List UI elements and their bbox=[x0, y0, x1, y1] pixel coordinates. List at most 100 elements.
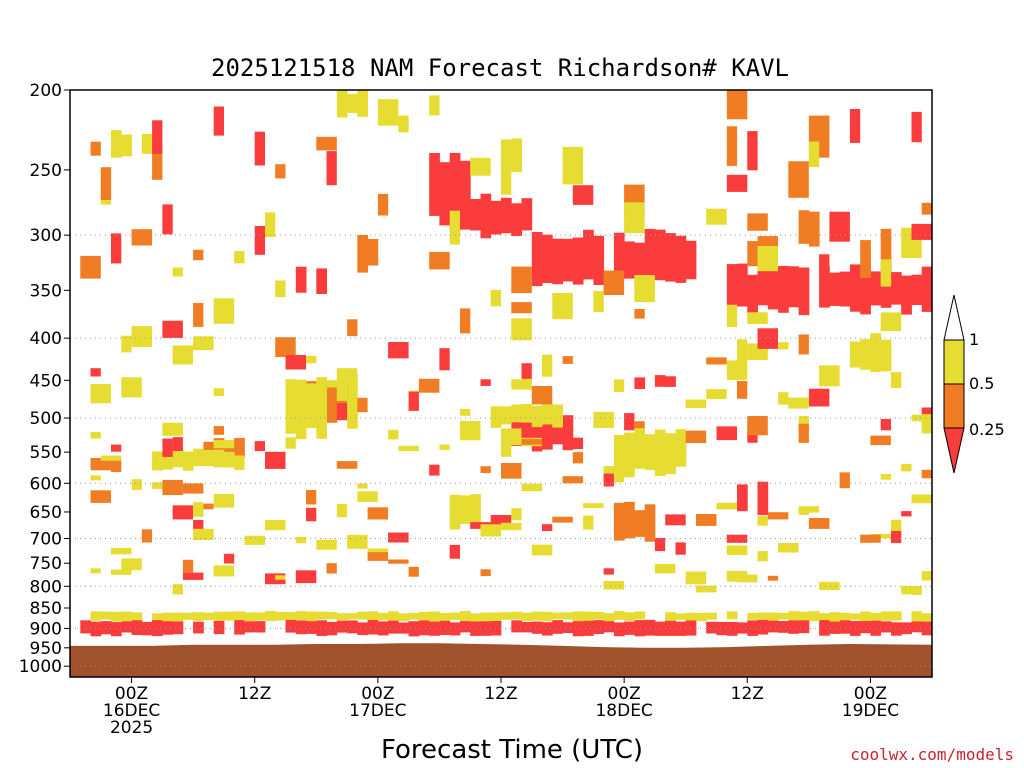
ri-scatter-cell bbox=[757, 246, 778, 272]
ri-region-cell bbox=[316, 268, 327, 294]
ri-scatter-cell bbox=[111, 233, 122, 264]
ri-region-cell bbox=[542, 414, 553, 450]
ri-scatter-cell bbox=[121, 335, 132, 353]
ri-region-cell bbox=[839, 612, 851, 621]
ri-region-cell bbox=[121, 621, 132, 633]
ri-region-cell bbox=[285, 611, 297, 620]
ri-region-cell bbox=[172, 446, 184, 468]
ri-region-cell bbox=[685, 619, 697, 636]
ri-region-cell bbox=[223, 611, 235, 621]
ri-region-cell bbox=[542, 611, 553, 622]
ri-region-cell bbox=[747, 274, 758, 315]
ri-region-cell bbox=[213, 611, 225, 621]
ri-region-cell bbox=[223, 451, 235, 468]
x-tick-label: 17DEC bbox=[349, 701, 406, 721]
y-tick-label: 200 bbox=[30, 81, 62, 101]
ri-scatter-cell bbox=[172, 584, 183, 595]
ri-region-cell bbox=[911, 618, 923, 633]
ri-scatter-cell bbox=[182, 559, 194, 573]
ri-scatter-cell bbox=[121, 377, 142, 398]
ri-region-cell bbox=[726, 264, 738, 306]
ri-scatter-cell bbox=[162, 204, 173, 235]
ri-scatter-cell bbox=[726, 126, 738, 166]
ri-scatter-cell bbox=[880, 419, 891, 431]
ri-region-cell bbox=[80, 620, 91, 634]
ri-scatter-cell bbox=[685, 571, 707, 585]
ri-scatter-cell bbox=[562, 356, 573, 364]
ri-scatter-cell bbox=[388, 342, 409, 359]
ri-region-cell bbox=[829, 272, 841, 306]
ri-scatter-cell bbox=[921, 414, 932, 434]
ri-scatter-cell bbox=[819, 365, 840, 387]
ri-region-cell bbox=[726, 622, 738, 636]
ri-scatter-cell bbox=[193, 502, 204, 517]
ri-region-cell bbox=[398, 622, 410, 634]
ri-scatter-cell bbox=[891, 530, 902, 544]
legend-bin-0.25-0.5 bbox=[943, 383, 965, 429]
ri-scatter-cell bbox=[501, 522, 522, 531]
ri-region-cell bbox=[757, 612, 769, 620]
ri-region-cell bbox=[531, 405, 543, 428]
ri-region-cell bbox=[542, 234, 553, 283]
ri-scatter-cell bbox=[798, 506, 820, 513]
ri-region-cell bbox=[501, 197, 512, 234]
ri-region-cell bbox=[870, 271, 882, 306]
ri-region-cell bbox=[788, 266, 799, 308]
ri-scatter-cell bbox=[849, 109, 861, 143]
ri-region-cell bbox=[521, 410, 533, 445]
ri-scatter-cell bbox=[182, 572, 204, 580]
ri-scatter-cell bbox=[316, 539, 337, 550]
ri-scatter-cell bbox=[193, 336, 214, 351]
ri-scatter-cell bbox=[726, 534, 748, 543]
ri-scatter-cell bbox=[285, 437, 296, 449]
ri-region-cell bbox=[808, 611, 820, 622]
ri-region-cell bbox=[347, 613, 358, 620]
ri-scatter-cell bbox=[891, 519, 902, 534]
ri-scatter-cell bbox=[460, 421, 481, 441]
ri-scatter-cell bbox=[408, 566, 419, 577]
ri-scatter-cell bbox=[880, 312, 902, 332]
ri-scatter-cell bbox=[603, 270, 625, 295]
ri-scatter-cell bbox=[100, 167, 112, 200]
ri-scatter-cell bbox=[213, 565, 235, 577]
ri-region-cell bbox=[511, 611, 522, 620]
ri-scatter-cell bbox=[162, 422, 183, 436]
ri-scatter-cell bbox=[737, 339, 748, 362]
ri-region-cell bbox=[849, 264, 861, 312]
ri-scatter-cell bbox=[275, 575, 286, 580]
ri-region-cell bbox=[583, 229, 594, 280]
ri-region-cell bbox=[737, 622, 748, 634]
ri-scatter-cell bbox=[336, 504, 348, 518]
ri-scatter-cell bbox=[480, 569, 491, 577]
ri-scatter-cell bbox=[193, 520, 204, 530]
ri-region-cell bbox=[562, 612, 574, 620]
x-tick-label: 19DEC bbox=[842, 701, 899, 721]
ri-scatter-cell bbox=[624, 472, 635, 478]
ri-region-cell bbox=[357, 622, 368, 636]
ri-scatter-cell bbox=[829, 211, 850, 242]
ri-scatter-cell bbox=[726, 90, 748, 120]
ri-region-cell bbox=[501, 612, 512, 620]
ri-scatter-cell bbox=[193, 303, 204, 327]
ri-region-cell bbox=[460, 495, 471, 524]
ri-scatter-cell bbox=[542, 524, 553, 531]
ri-region-cell bbox=[778, 266, 789, 313]
ri-region-cell bbox=[439, 620, 451, 635]
ri-region-cell bbox=[634, 611, 646, 620]
ri-scatter-cell bbox=[501, 441, 512, 457]
ri-scatter-cell bbox=[696, 585, 717, 593]
ri-region-cell bbox=[849, 613, 861, 620]
ri-region-cell bbox=[501, 406, 512, 425]
ri-scatter-cell bbox=[696, 514, 717, 526]
ri-scatter-cell bbox=[891, 372, 902, 388]
ri-region-cell bbox=[613, 611, 625, 620]
ri-region-cell bbox=[480, 193, 492, 239]
ri-region-cell bbox=[121, 134, 132, 157]
ri-scatter-cell bbox=[654, 563, 676, 574]
ri-region-cell bbox=[860, 611, 871, 622]
ri-region-cell bbox=[880, 611, 892, 621]
ri-scatter-cell bbox=[449, 210, 460, 245]
ri-region-cell bbox=[347, 93, 358, 113]
ri-region-cell bbox=[624, 621, 635, 635]
